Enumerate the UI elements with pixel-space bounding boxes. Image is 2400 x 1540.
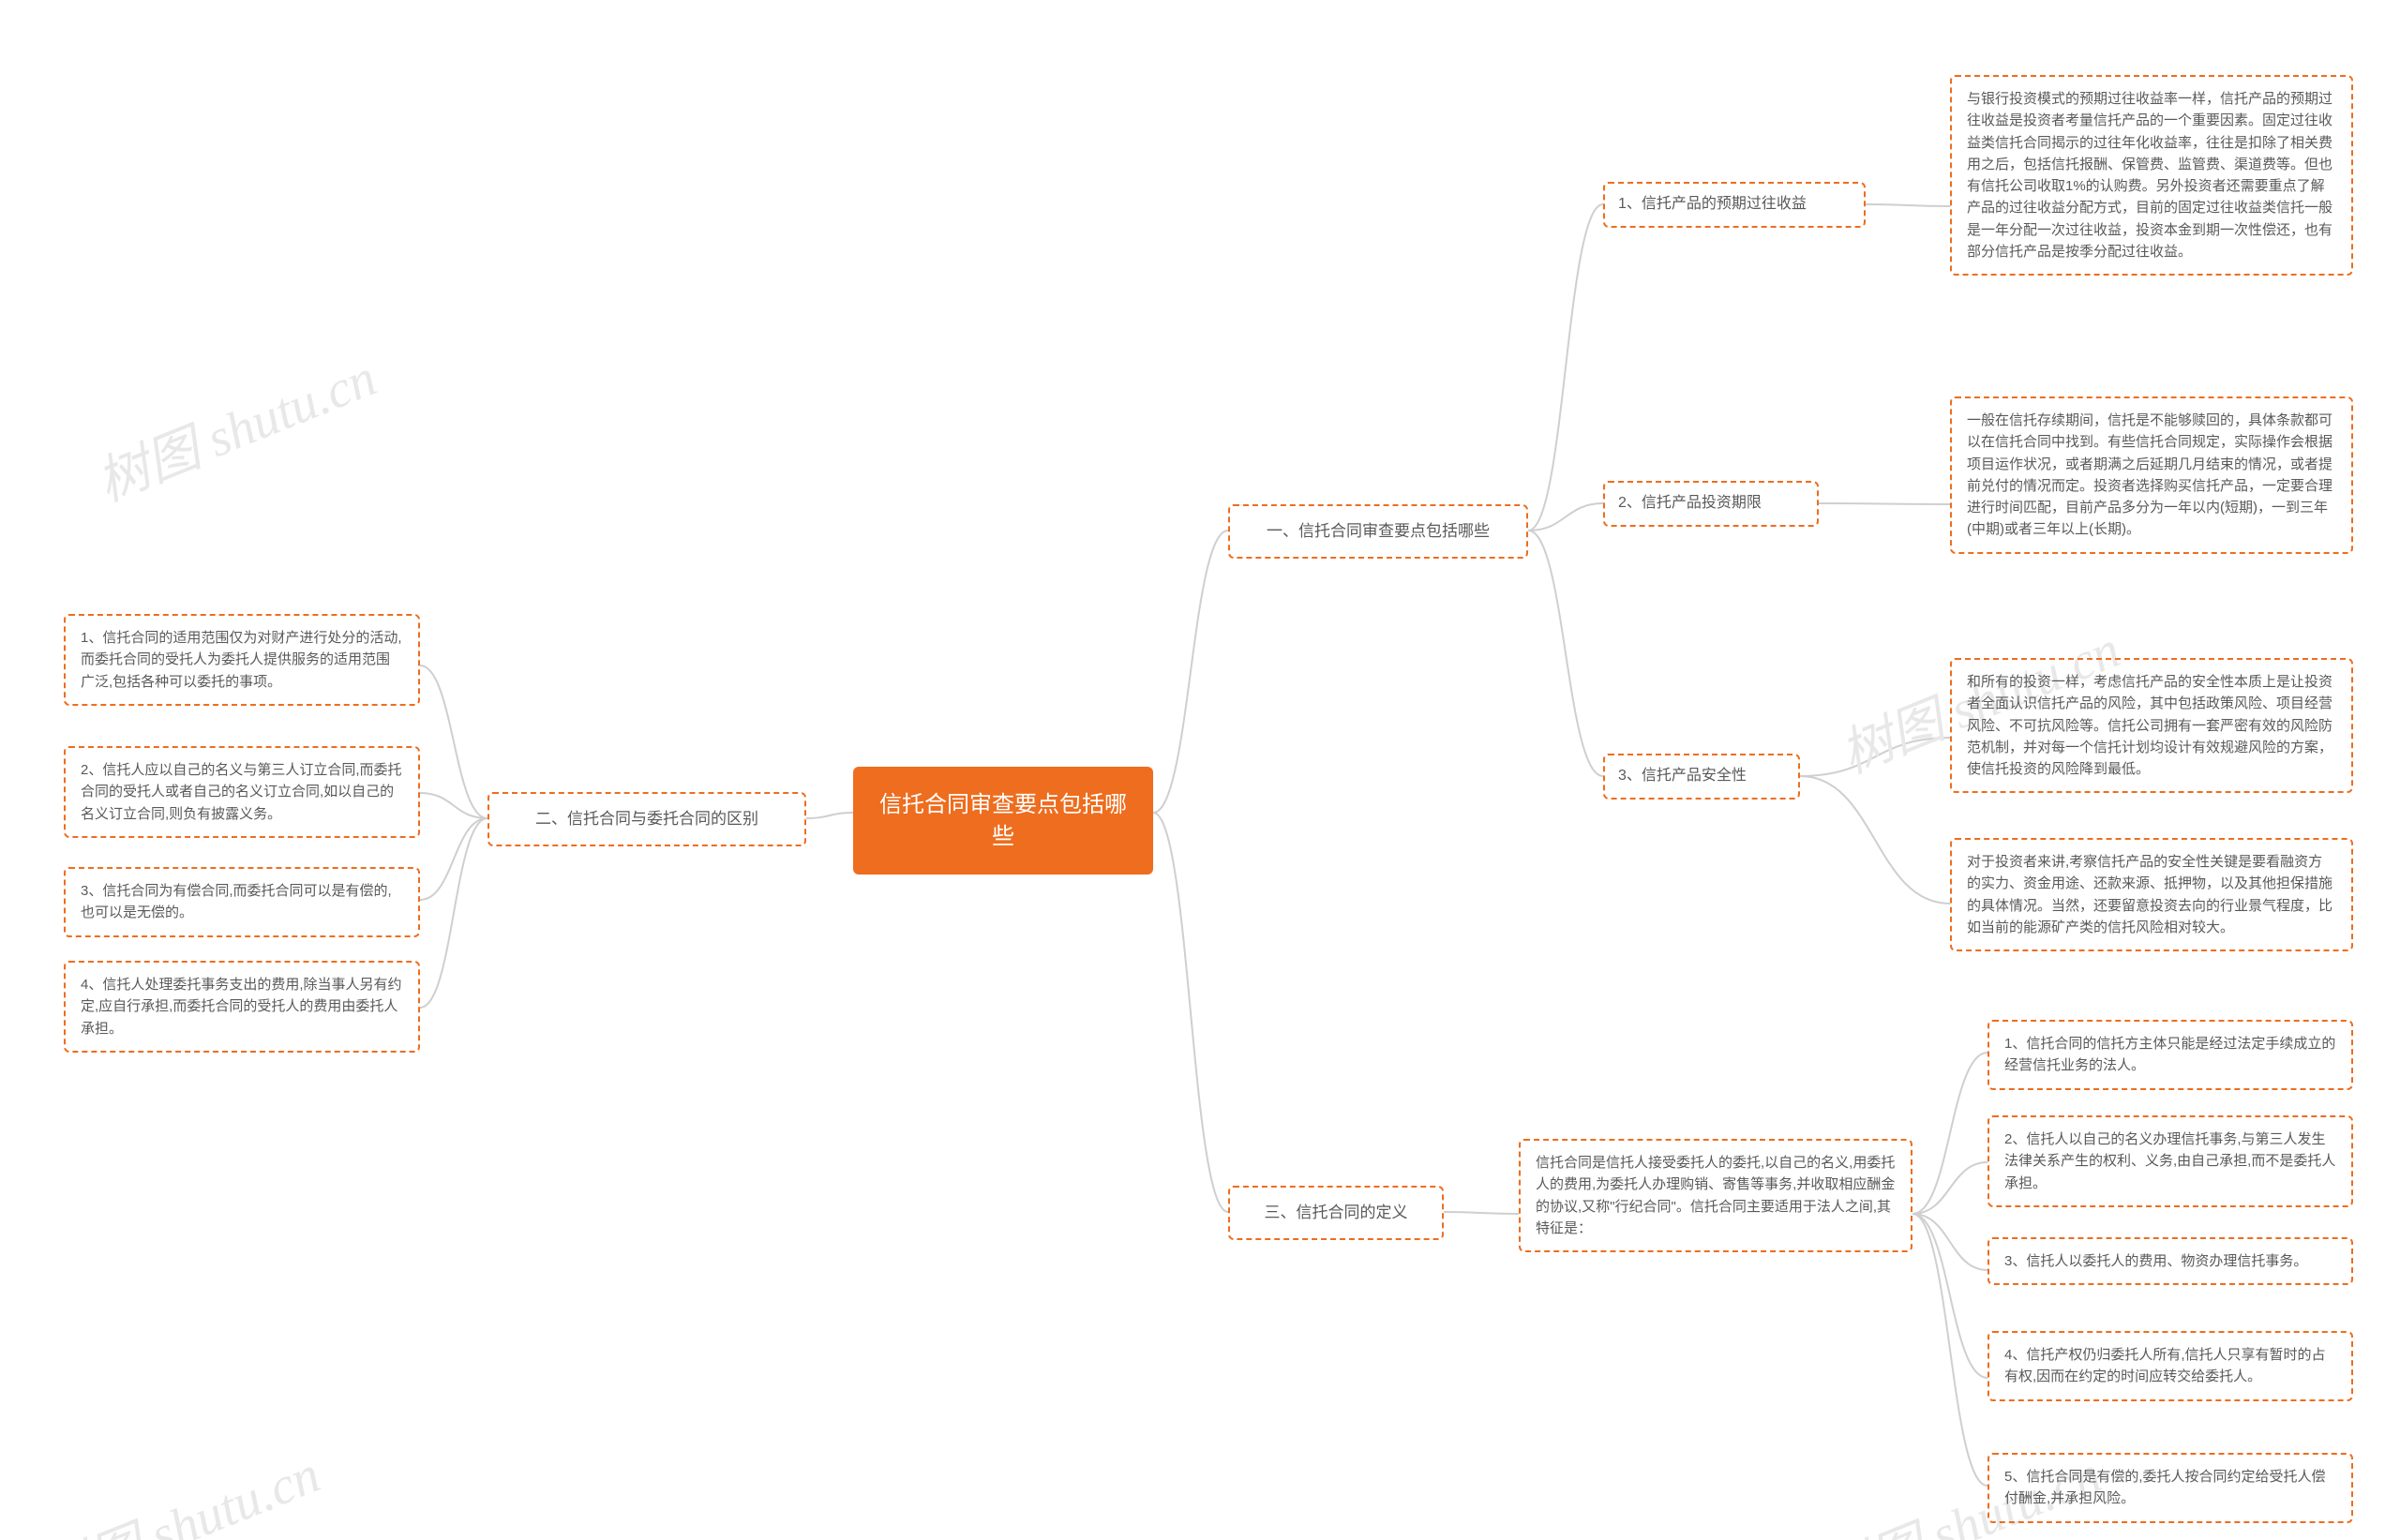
branch-2[interactable]: 二、信托合同与委托合同的区别	[488, 792, 806, 846]
leaf-2-4: 4、信托人处理委托事务支出的费用,除当事人另有约定,应自行承担,而委托合同的受托…	[64, 961, 420, 1053]
root-node[interactable]: 信托合同审查要点包括哪些	[853, 767, 1153, 875]
sub-1-3[interactable]: 3、信托产品安全性	[1603, 754, 1800, 800]
leaf-1-3b: 对于投资者来讲,考察信托产品的安全性关键是要看融资方的实力、资金用途、还款来源、…	[1950, 838, 2353, 951]
leaf-2-1: 1、信托合同的适用范围仅为对财产进行处分的活动,而委托合同的受托人为委托人提供服…	[64, 614, 420, 706]
leaf-3-3: 3、信托人以委托人的费用、物资办理信托事务。	[1988, 1237, 2353, 1285]
sub-1-2[interactable]: 2、信托产品投资期限	[1603, 481, 1819, 527]
sub-3-1[interactable]: 信托合同是信托人接受委托人的委托,以自己的名义,用委托人的费用,为委托人办理购销…	[1519, 1139, 1912, 1252]
mindmap-canvas: 树图 shutu.cn 树图 shutu.cn 树图 shutu.cn 树图 s…	[0, 0, 2400, 1540]
watermark: 树图 shutu.cn	[84, 336, 386, 516]
watermark: 树图 shutu.cn	[28, 1432, 330, 1540]
leaf-3-2: 2、信托人以自己的名义办理信托事务,与第三人发生法律关系产生的权利、义务,由自己…	[1988, 1115, 2353, 1207]
leaf-2-2: 2、信托人应以自己的名义与第三人订立合同,而委托合同的受托人或者自己的名义订立合…	[64, 746, 420, 838]
leaf-3-1: 1、信托合同的信托方主体只能是经过法定手续成立的经营信托业务的法人。	[1988, 1020, 2353, 1090]
branch-3[interactable]: 三、信托合同的定义	[1228, 1186, 1444, 1240]
leaf-2-3: 3、信托合同为有偿合同,而委托合同可以是有偿的,也可以是无偿的。	[64, 867, 420, 937]
leaf-1-2: 一般在信托存续期间，信托是不能够赎回的，具体条款都可以在信托合同中找到。有些信托…	[1950, 396, 2353, 554]
leaf-3-5: 5、信托合同是有偿的,委托人按合同约定给受托人偿付酬金,并承担风险。	[1988, 1453, 2353, 1523]
branch-1[interactable]: 一、信托合同审查要点包括哪些	[1228, 504, 1528, 559]
leaf-1-3a: 和所有的投资一样，考虑信托产品的安全性本质上是让投资者全面认识信托产品的风险，其…	[1950, 658, 2353, 793]
sub-1-1[interactable]: 1、信托产品的预期过往收益	[1603, 182, 1866, 228]
leaf-3-4: 4、信托产权仍归委托人所有,信托人只享有暂时的占有权,因而在约定的时间应转交给委…	[1988, 1331, 2353, 1401]
leaf-1-1: 与银行投资模式的预期过往收益率一样，信托产品的预期过往收益是投资者考量信托产品的…	[1950, 75, 2353, 276]
